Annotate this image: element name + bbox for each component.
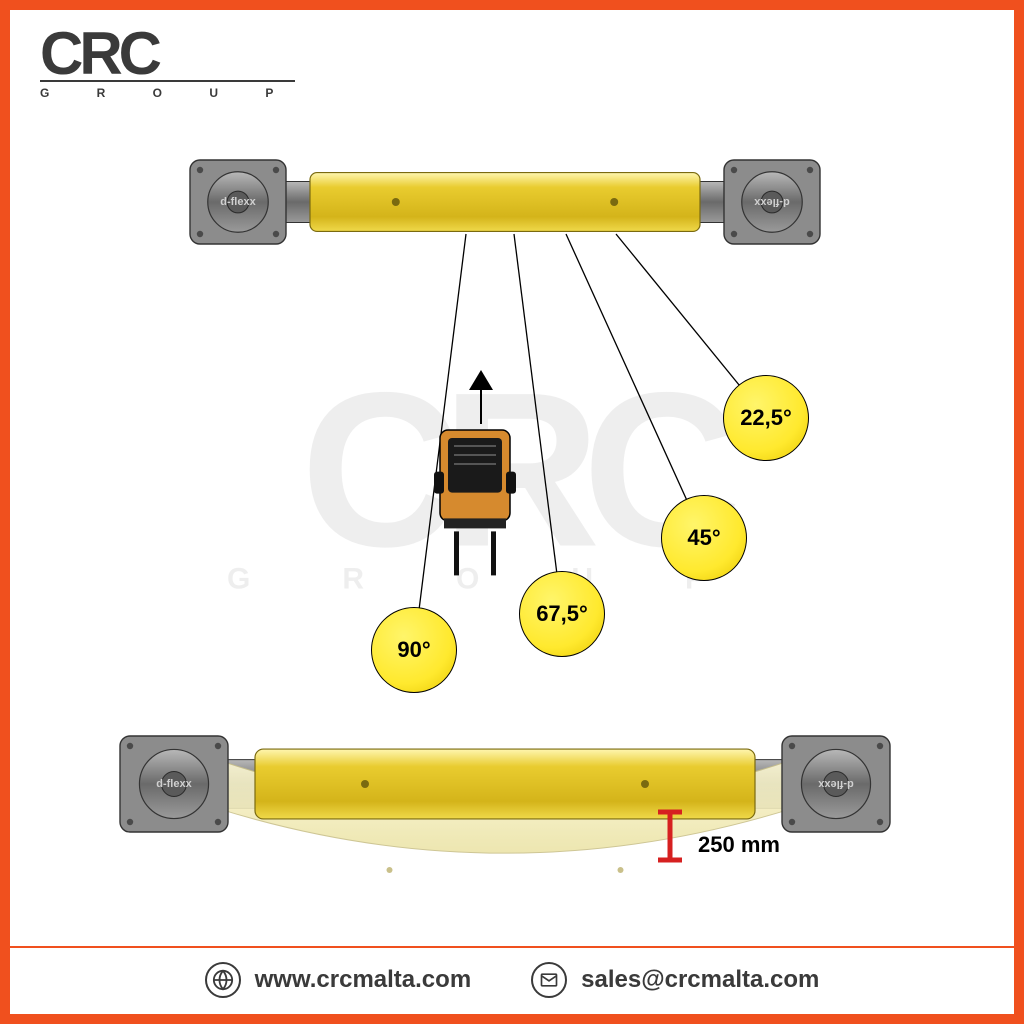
angle-badge: 90° xyxy=(371,607,457,693)
email-link[interactable]: sales@crcmalta.com xyxy=(531,962,819,998)
deflection-dimension-label: 250 mm xyxy=(698,832,780,858)
angle-badge: 22,5° xyxy=(723,375,809,461)
angle-badge: 67,5° xyxy=(519,571,605,657)
forklift-icon xyxy=(434,370,516,575)
angle-value: 45° xyxy=(687,525,720,551)
globe-icon xyxy=(205,962,241,998)
angle-value: 67,5° xyxy=(536,601,588,627)
angle-value: 90° xyxy=(397,637,430,663)
svg-text:d-flexx: d-flexx xyxy=(753,196,789,208)
svg-text:d-flexx: d-flexx xyxy=(817,778,853,790)
envelope-icon xyxy=(531,962,567,998)
website-text: www.crcmalta.com xyxy=(255,966,472,994)
svg-text:d-flexx: d-flexx xyxy=(220,196,256,208)
technical-diagram: d-flexx d-flexx d-flexx d-flexx xyxy=(10,10,1014,1014)
website-link[interactable]: www.crcmalta.com xyxy=(205,962,472,998)
top-barrier: d-flexx d-flexx xyxy=(190,160,820,244)
angle-value: 22,5° xyxy=(740,405,792,431)
email-text: sales@crcmalta.com xyxy=(581,966,819,994)
svg-text:d-flexx: d-flexx xyxy=(156,778,192,790)
angle-badge: 45° xyxy=(661,495,747,581)
contact-footer: www.crcmalta.com sales@crcmalta.com xyxy=(10,946,1014,1014)
